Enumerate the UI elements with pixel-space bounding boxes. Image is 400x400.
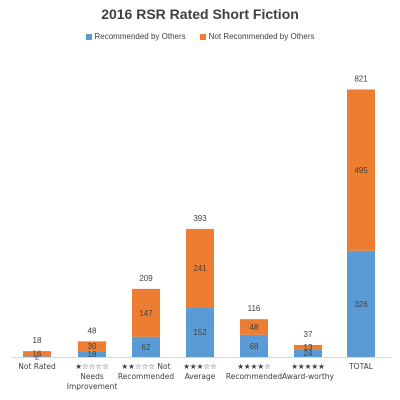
x-tick-label-4-0: ★★★★☆: [237, 362, 271, 371]
data-label-not-recommended-2: 147: [139, 309, 153, 318]
data-label-recommended-4: 68: [250, 342, 259, 351]
bar-not-recommended-1: [78, 341, 106, 352]
data-label-not-recommended-4: 48: [250, 323, 259, 332]
bar-recommended-4: [240, 334, 268, 357]
data-label-recommended-3: 152: [193, 328, 207, 337]
legend-swatch-not-recommended: [199, 33, 206, 40]
bar-recommended-6: [347, 250, 375, 357]
bar-not-recommended-4: [240, 319, 268, 335]
x-tick-label-3-1: Average: [185, 372, 216, 381]
x-tick-label-6-0: TOTAL: [348, 362, 374, 371]
x-tick-label-1-0: ★☆☆☆☆: [75, 362, 109, 371]
x-tick-label-5-0: ★★★★★: [291, 362, 325, 371]
bar-not-recommended-5: [294, 344, 322, 350]
total-label-5: 37: [304, 330, 313, 339]
data-label-recommended-0: 2: [35, 353, 40, 362]
data-label-not-recommended-3: 241: [193, 264, 207, 273]
data-label-recommended-6: 326: [354, 300, 368, 309]
data-label-not-recommended-5: 13: [304, 343, 313, 352]
total-label-4: 116: [248, 304, 261, 313]
total-label-6: 821: [354, 74, 368, 83]
total-label-1: 48: [88, 326, 97, 335]
legend-item-not-recommended: Not Recommended by Others: [199, 32, 315, 41]
bar-recommended-3: [186, 307, 214, 357]
x-tick-label-3-0: ★★★☆☆: [183, 362, 217, 371]
data-label-not-recommended-1: 30: [88, 342, 97, 351]
x-tick-label-1-1: Needs: [80, 372, 104, 381]
x-tick-label-2-1: Recommended: [118, 372, 175, 381]
legend-swatch-recommended: [85, 33, 92, 40]
bar-recommended-1: [78, 351, 106, 357]
chart-title: 2016 RSR Rated Short Fiction: [101, 6, 299, 22]
legend-label-recommended: Recommended by Others: [94, 32, 186, 41]
total-label-0: 18: [33, 336, 42, 345]
total-label-3: 393: [193, 214, 207, 223]
bar-not-recommended-6: [347, 89, 375, 251]
legend-item-recommended: Recommended by Others: [85, 32, 186, 41]
x-tick-label-4-1: Recommended: [226, 372, 283, 381]
bar-not-recommended-3: [186, 228, 214, 308]
bar-recommended-0: [23, 356, 51, 357]
bar-not-recommended-0: [23, 351, 51, 357]
data-label-recommended-2: 62: [142, 343, 151, 352]
data-label-not-recommended-0: 16: [33, 350, 42, 359]
x-tick-label-5-1: Award-worthy: [282, 372, 334, 381]
legend-label-not-recommended: Not Recommended by Others: [208, 32, 315, 41]
x-tick-label-0-0: Not Rated: [18, 362, 56, 371]
x-tick-label-2-0: ★★☆☆☆ Not: [121, 362, 170, 371]
bar-recommended-2: [132, 336, 160, 357]
total-label-2: 209: [139, 274, 153, 283]
data-label-recommended-1: 18: [88, 350, 97, 359]
data-label-not-recommended-6: 495: [354, 166, 368, 175]
data-label-recommended-5: 24: [304, 349, 313, 358]
x-tick-label-1-2: Improvement: [67, 382, 118, 391]
chart-legend: Recommended by Others Not Recommended by…: [0, 32, 400, 41]
bar-recommended-5: [294, 349, 322, 357]
bar-not-recommended-2: [132, 288, 160, 337]
